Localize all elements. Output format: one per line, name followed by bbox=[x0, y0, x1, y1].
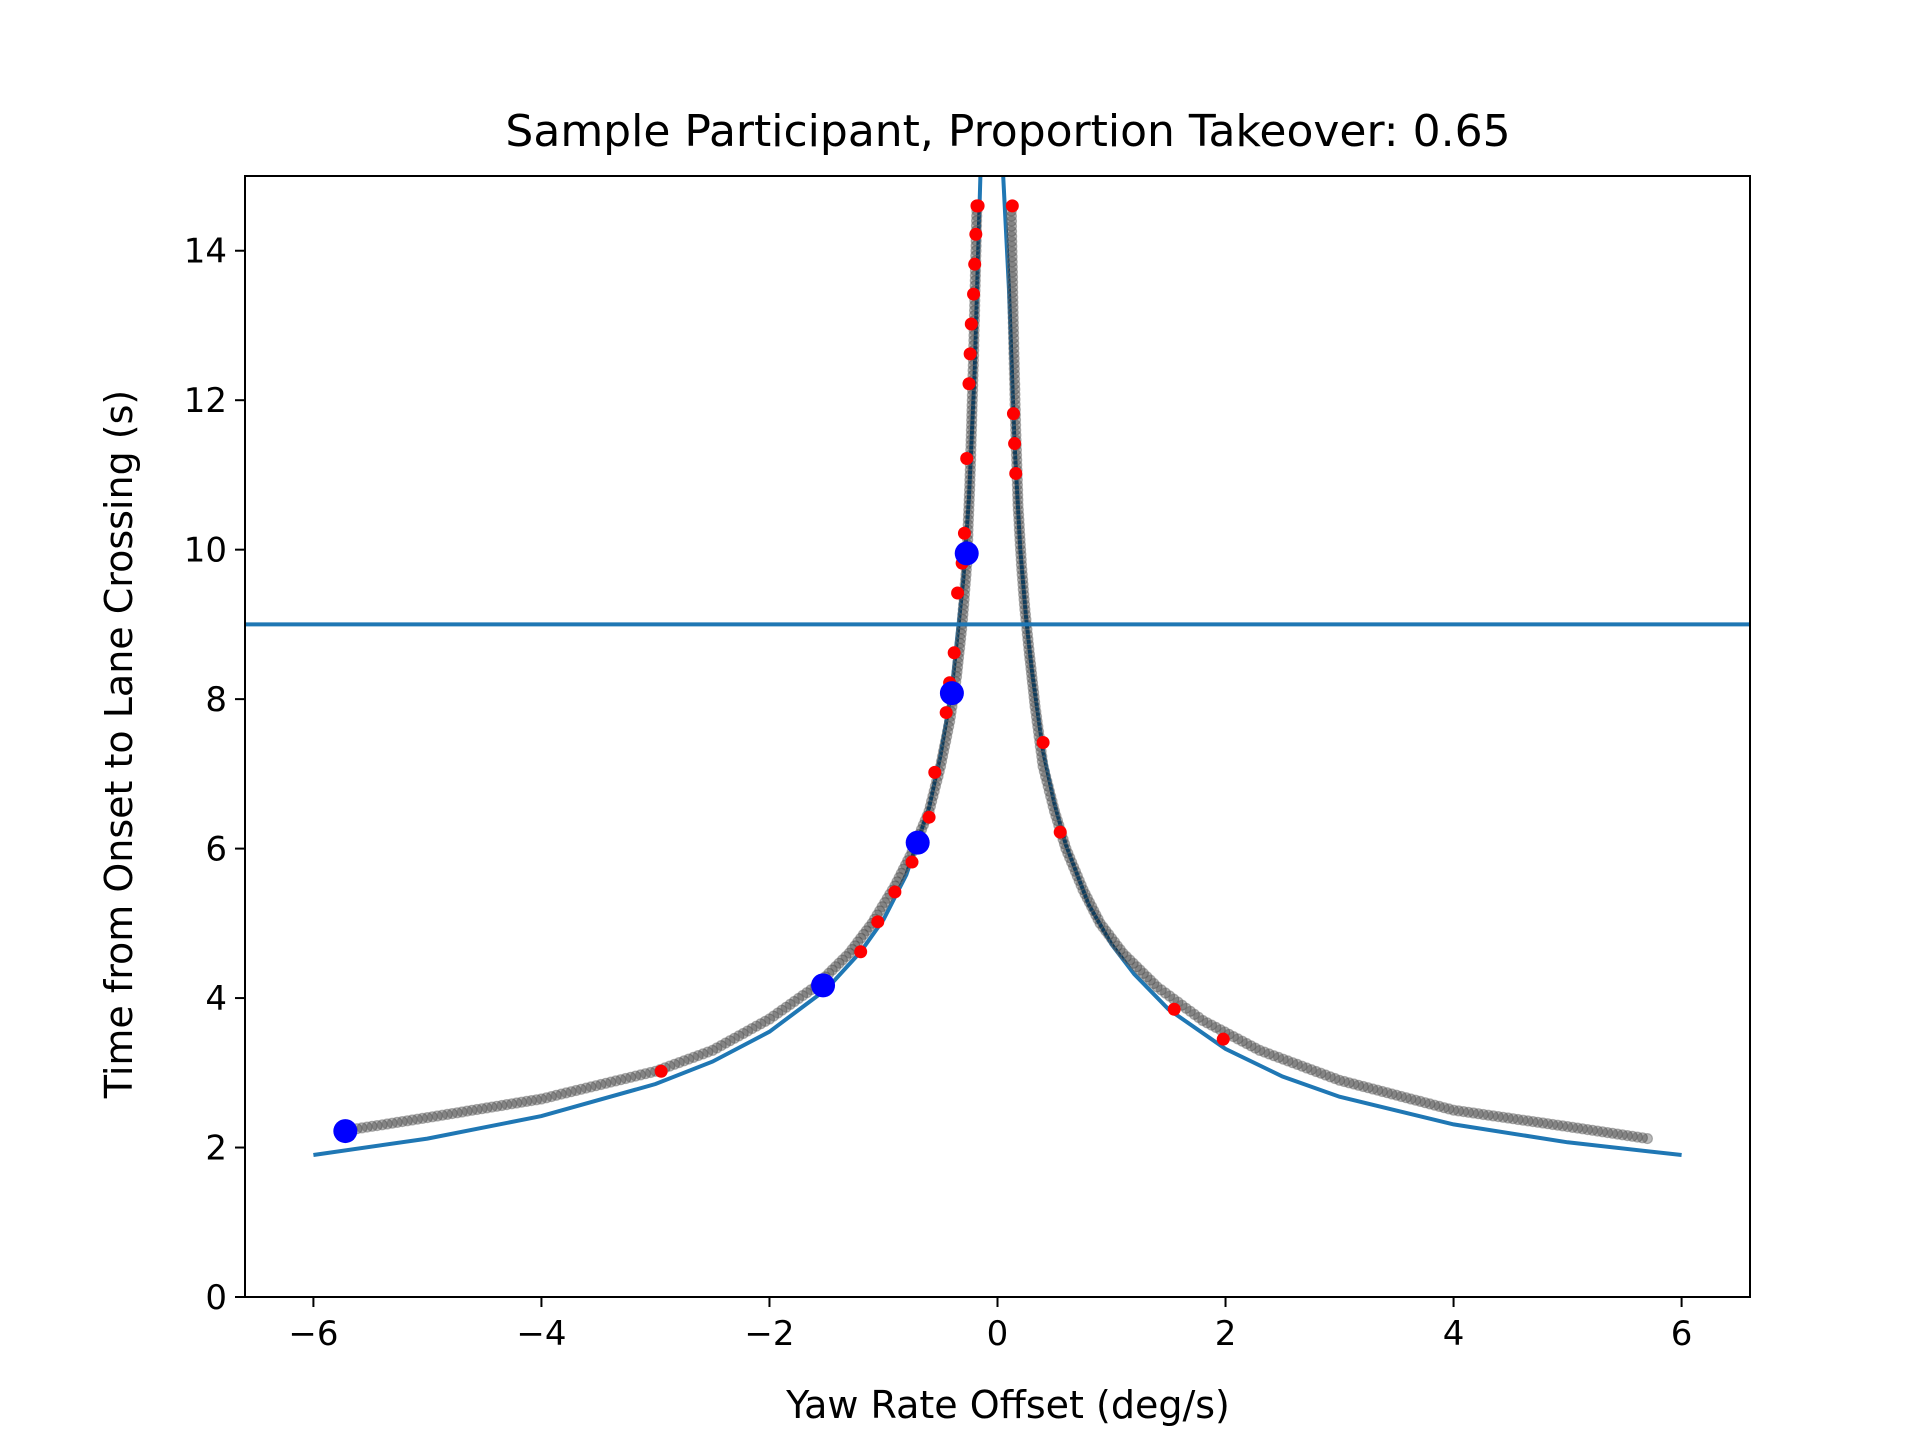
red-point bbox=[1005, 199, 1019, 213]
y-tick-label: 14 bbox=[184, 232, 227, 272]
y-tick-label: 10 bbox=[184, 531, 227, 571]
x-tick-label: 2 bbox=[1215, 1314, 1237, 1354]
gray-trials-layer bbox=[336, 200, 1653, 1145]
red-point bbox=[1006, 407, 1020, 421]
red-point bbox=[1053, 825, 1067, 839]
y-axis-title: Time from Onset to Lane Crossing (s) bbox=[97, 390, 141, 1099]
red-point bbox=[1216, 1032, 1230, 1046]
y-tick-label: 8 bbox=[205, 680, 227, 720]
red-point bbox=[1008, 437, 1022, 451]
red-point bbox=[964, 317, 978, 331]
fitted-curve-left bbox=[313, 176, 983, 1157]
red-point bbox=[854, 945, 868, 959]
x-tick-label: 0 bbox=[987, 1314, 1009, 1354]
blue-point bbox=[939, 681, 964, 706]
x-tick-label: 4 bbox=[1443, 1314, 1465, 1354]
red-point bbox=[951, 586, 965, 600]
blue-points-layer bbox=[333, 541, 979, 1144]
red-point bbox=[969, 227, 983, 241]
red-point bbox=[922, 810, 936, 824]
red-point bbox=[888, 885, 902, 899]
y-tick-label: 2 bbox=[205, 1129, 227, 1169]
red-point bbox=[871, 915, 885, 929]
red-point bbox=[905, 855, 919, 869]
x-tick-label: −6 bbox=[288, 1314, 338, 1354]
red-point bbox=[1167, 1002, 1181, 1016]
red-point bbox=[928, 765, 942, 779]
gray-trial-marker bbox=[1641, 1132, 1653, 1145]
blue-point bbox=[333, 1119, 358, 1144]
y-tick-label: 12 bbox=[184, 381, 227, 421]
y-tick-label: 6 bbox=[205, 830, 227, 870]
x-tick-label: −2 bbox=[744, 1314, 794, 1354]
red-point bbox=[971, 199, 985, 213]
blue-point bbox=[954, 541, 979, 566]
red-point bbox=[967, 287, 981, 301]
red-point bbox=[968, 257, 982, 271]
red-point bbox=[957, 526, 971, 540]
axes-layer: −6 −4 −2 0 2 4 6 0 2 4 6 8 10 12 14 bbox=[184, 175, 1751, 1354]
red-points-layer bbox=[654, 199, 1230, 1078]
red-point bbox=[963, 347, 977, 361]
blue-point bbox=[905, 830, 930, 855]
y-tick-label: 0 bbox=[205, 1278, 227, 1318]
red-point bbox=[960, 451, 974, 465]
x-tick-label: 6 bbox=[1671, 1314, 1693, 1354]
blue-point bbox=[811, 973, 836, 998]
red-point bbox=[1036, 735, 1050, 749]
red-point bbox=[947, 646, 961, 660]
red-point bbox=[939, 706, 953, 720]
fitted-curve-right bbox=[1001, 176, 1682, 1157]
red-point bbox=[962, 377, 976, 391]
red-point bbox=[654, 1064, 668, 1078]
curves-layer bbox=[313, 176, 1682, 1157]
chart-title: Sample Participant, Proportion Takeover:… bbox=[505, 106, 1510, 157]
x-axis-title: Yaw Rate Offset (deg/s) bbox=[785, 1383, 1230, 1427]
x-tick-label: −4 bbox=[516, 1314, 566, 1354]
red-point bbox=[1009, 466, 1023, 480]
y-tick-label: 4 bbox=[205, 979, 227, 1019]
